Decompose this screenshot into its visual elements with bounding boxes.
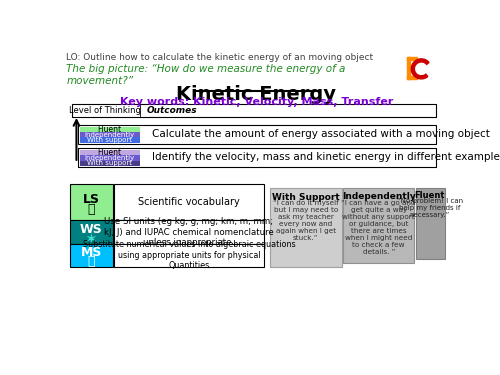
Bar [80, 137, 140, 143]
Text: “I can do it myself
but I may need to
ask my teacher
every now and
again when I : “I can do it myself but I may need to as… [273, 200, 338, 241]
Text: LS: LS [82, 193, 100, 206]
Text: Kinetic Energy: Kinetic Energy [176, 85, 336, 104]
Bar [80, 127, 140, 132]
Bar [70, 184, 113, 220]
Bar [114, 184, 264, 220]
Text: With Support: With Support [272, 193, 340, 202]
Text: “No problem! I can
help my friends if
necessary.”: “No problem! I can help my friends if ne… [397, 198, 463, 218]
Bar [406, 57, 410, 79]
Bar [78, 148, 436, 166]
Text: The big picture: “How do we measure the energy of a
movement?”: The big picture: “How do we measure the … [66, 64, 346, 86]
Text: Substitute numerical values into algebraic equations
using appropriate units for: Substitute numerical values into algebra… [82, 240, 295, 270]
Bar [343, 188, 414, 263]
Text: Use SI units (eg kg, g, mg; km, m, mm;
kJ, J) and IUPAC chemical nomenclature
un: Use SI units (eg kg, g, mg; km, m, mm; k… [104, 217, 274, 247]
Polygon shape [412, 59, 429, 79]
Bar [114, 220, 264, 244]
Bar [80, 155, 140, 160]
Text: 📱: 📱 [88, 255, 95, 268]
Text: Independently: Independently [342, 192, 415, 201]
Text: 📖: 📖 [88, 203, 95, 216]
Text: Fluent: Fluent [98, 148, 122, 157]
Bar [80, 160, 140, 166]
Text: MS: MS [80, 246, 102, 259]
Text: Independently: Independently [84, 132, 135, 138]
Bar [270, 188, 342, 267]
Bar [416, 188, 444, 259]
Bar [70, 244, 113, 267]
Text: Level of Thinking: Level of Thinking [69, 106, 141, 115]
Text: Scientific vocabulary: Scientific vocabulary [138, 197, 240, 207]
Text: Calculate the amount of energy associated with a moving object: Calculate the amount of energy associate… [152, 129, 489, 140]
Bar [80, 132, 140, 137]
Bar [80, 150, 140, 155]
Text: ✶: ✶ [85, 231, 98, 246]
Text: Fluent: Fluent [414, 191, 445, 200]
Text: Identify the velocity, mass and kinetic energy in different examples: Identify the velocity, mass and kinetic … [152, 152, 500, 162]
Text: With support: With support [88, 160, 132, 166]
Text: WS: WS [80, 222, 102, 236]
Text: “I can have a go and
get quite a way
without any support
or guidance, but
there : “I can have a go and get quite a way wit… [342, 200, 416, 255]
Bar [406, 76, 418, 79]
Bar [70, 220, 113, 244]
Text: Outcomes: Outcomes [146, 106, 197, 115]
Text: Independently: Independently [84, 155, 135, 161]
Bar [114, 244, 264, 267]
Bar [406, 57, 418, 60]
Bar [72, 104, 436, 117]
Text: With support: With support [88, 137, 132, 143]
Text: Key words: Kinetic, Velocity, Mass, Transfer: Key words: Kinetic, Velocity, Mass, Tran… [120, 98, 393, 107]
Bar [78, 125, 436, 144]
Text: LO: Outline how to calculate the kinetic energy of an moving object: LO: Outline how to calculate the kinetic… [66, 53, 374, 62]
Text: Fluent: Fluent [98, 125, 122, 134]
